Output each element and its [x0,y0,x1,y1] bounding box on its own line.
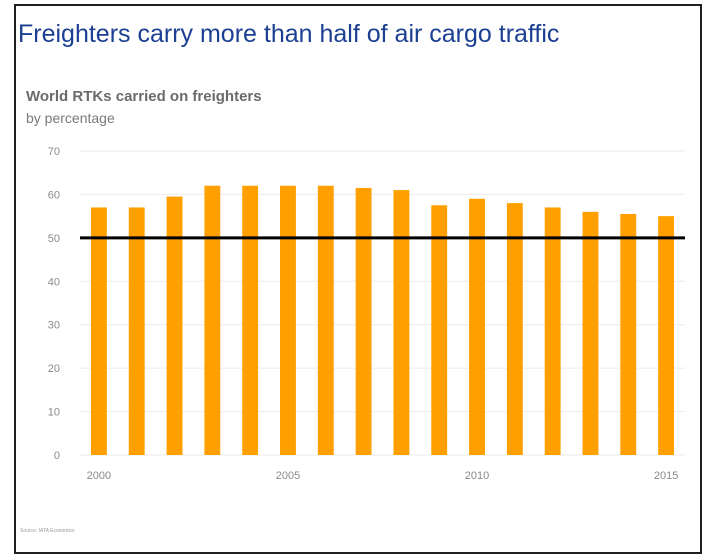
page-title: Freighters carry more than half of air c… [18,20,560,48]
y-axis-ticks: 0 10 20 30 40 50 60 70 [48,146,60,462]
y-tick-label: 30 [48,320,60,332]
bar-2004 [242,185,259,455]
x-tick-label: 2015 [654,470,678,482]
y-tick-label: 40 [48,276,60,288]
bar-2012 [544,207,561,455]
bar-2014 [620,213,637,455]
bar-2011 [506,203,523,455]
bar-2010 [469,198,485,455]
bar-2007 [355,187,372,455]
y-tick-label: 70 [48,146,60,158]
bar-series [90,185,675,456]
x-tick-label: 2000 [87,470,111,482]
bar-2008 [393,190,410,456]
x-tick-label: 2010 [465,470,489,482]
bar-2005 [280,185,296,455]
chart-title: World RTKs carried on freighters [26,88,262,105]
chart-subtitle: by percentage [26,110,115,126]
bar-2001 [128,207,145,455]
bar-2015 [658,216,675,455]
bar-2006 [317,185,334,455]
y-tick-label: 20 [48,363,60,375]
x-tick-label: 2005 [276,470,300,482]
bar-2009 [431,205,448,455]
y-tick-label: 60 [48,189,60,201]
source-note: Source: IATA Economics [20,528,75,534]
x-axis-ticks: 2000 2005 2010 2015 [87,470,679,482]
y-tick-label: 0 [54,450,60,462]
y-tick-label: 10 [48,407,60,419]
bar-2013 [582,211,599,455]
bar-2002 [166,196,183,455]
y-tick-label: 50 [48,233,60,245]
bar-2003 [204,185,221,455]
bar-2000 [90,207,107,455]
